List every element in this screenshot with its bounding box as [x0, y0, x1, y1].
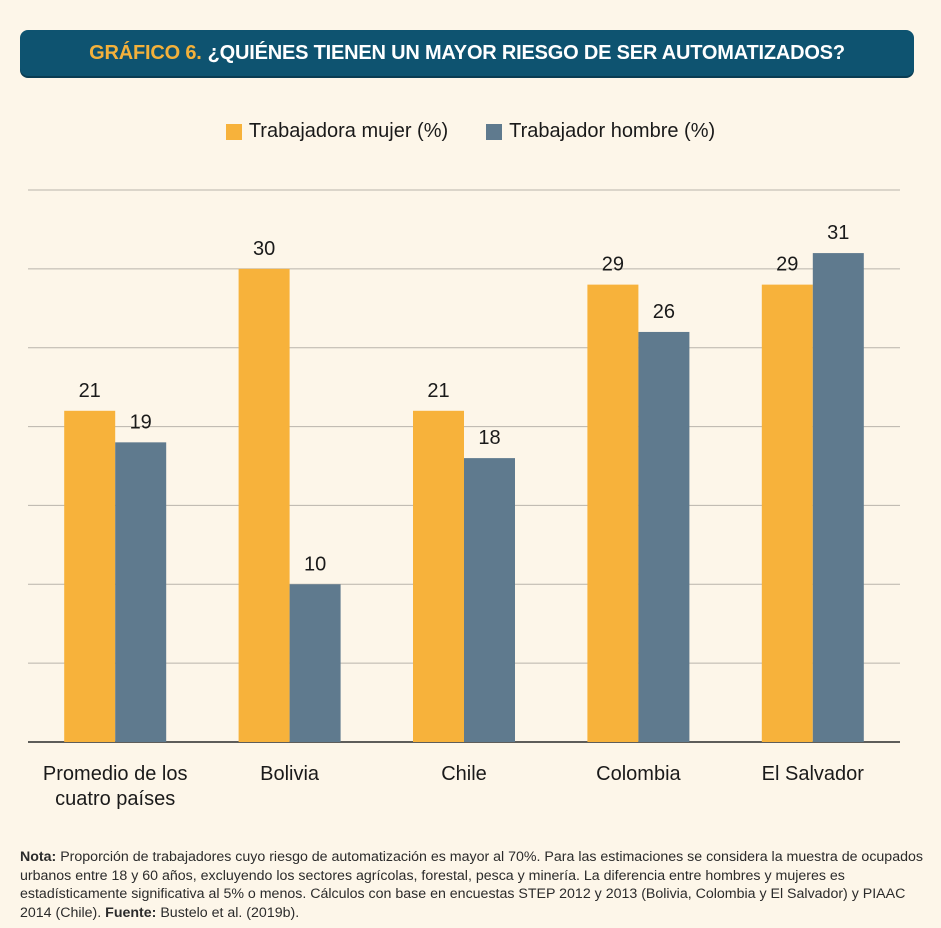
- legend: Trabajadora mujer (%) Trabajador hombre …: [0, 120, 941, 143]
- source-label: Fuente:: [105, 904, 157, 921]
- data-label-men: 10: [304, 553, 326, 575]
- note-text: Proporción de trabajadores cuyo riesgo d…: [20, 849, 923, 921]
- category-label: Colombia: [596, 763, 681, 785]
- bar-women: [761, 284, 813, 742]
- data-label-women: 29: [602, 254, 624, 276]
- bar-men: [638, 331, 690, 742]
- category-label: El Salvador: [762, 763, 865, 785]
- bar-men: [289, 584, 341, 742]
- bar-women: [64, 410, 116, 742]
- bar-chart: 21 19 Promedio de los cuatro países 30 10 Boli…: [28, 189, 900, 810]
- bar-women: [587, 284, 639, 742]
- legend-label-women: Trabajadora mujer (%): [248, 120, 449, 142]
- category-label: cuatro países: [55, 788, 175, 810]
- data-label-men: 31: [827, 222, 849, 244]
- legend-swatch-men: [486, 123, 503, 140]
- chart-note: Nota: Proporción de trabajadores cuyo ri…: [20, 848, 930, 922]
- legend-item-women: Trabajadora mujer (%): [225, 120, 449, 143]
- data-label-women: 29: [776, 254, 798, 276]
- data-label-men: 19: [130, 411, 152, 433]
- legend-swatch-women: [225, 123, 242, 140]
- category-label: Promedio de los: [43, 763, 188, 785]
- category-label: Chile: [441, 763, 487, 785]
- note-label: Nota:: [20, 849, 57, 865]
- category-label: Bolivia: [260, 763, 320, 785]
- bar-men: [115, 442, 167, 742]
- data-label-women: 21: [427, 380, 449, 402]
- source-text: Bustelo et al. (2019b).: [156, 904, 300, 921]
- bar-men: [812, 253, 864, 743]
- data-label-women: 21: [79, 380, 101, 402]
- data-label-women: 30: [253, 238, 275, 260]
- bar-women: [413, 410, 464, 742]
- legend-item-men: Trabajador hombre (%): [486, 120, 715, 143]
- chart-title-bar: GRÁFICO 6. ¿QUIÉNES TIENEN UN MAYOR RIES…: [20, 30, 914, 76]
- data-label-men: 18: [478, 427, 500, 449]
- data-label-men: 26: [653, 301, 675, 323]
- bar-women: [238, 268, 290, 742]
- legend-label-men: Trabajador hombre (%): [509, 120, 716, 142]
- chart-title: ¿QUIÉNES TIENEN UN MAYOR RIESGO DE SER A…: [207, 41, 845, 64]
- chart-number: GRÁFICO 6.: [89, 41, 202, 64]
- bar-men: [464, 458, 515, 742]
